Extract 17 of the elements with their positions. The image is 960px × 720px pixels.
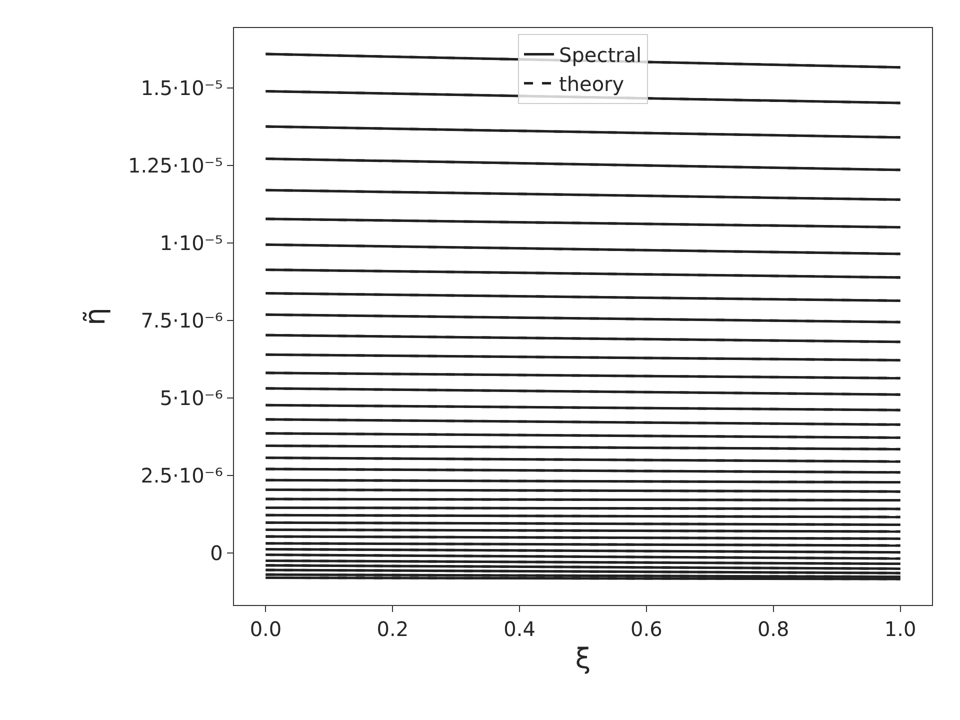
y-tick-label: 1.5·10⁻⁵	[140, 76, 223, 100]
x-axis-title: ξ	[575, 642, 591, 676]
x-tick-label: 0.8	[757, 617, 790, 642]
x-tick-label: 1.0	[884, 617, 916, 642]
y-tick-label: 7.5·10⁻⁶	[140, 308, 223, 333]
y-tick-label: 0	[210, 540, 223, 565]
y-tick-label: 2.5·10⁻⁶	[140, 463, 223, 488]
y-tick-label: 5·10⁻⁶	[160, 386, 223, 410]
y-tick-label: 1·10⁻⁵	[160, 231, 223, 256]
x-tick-label: 0.0	[250, 617, 282, 642]
y-tick-label: 1.25·10⁻⁵	[128, 154, 223, 178]
legend-label: theory	[559, 72, 624, 96]
legend-label: Spectral	[559, 43, 642, 68]
x-tick-label: 0.2	[376, 617, 409, 642]
x-tick-label: 0.4	[504, 617, 536, 642]
x-tick-label: 0.6	[630, 617, 662, 642]
y-axis-title: η̃	[78, 308, 112, 326]
